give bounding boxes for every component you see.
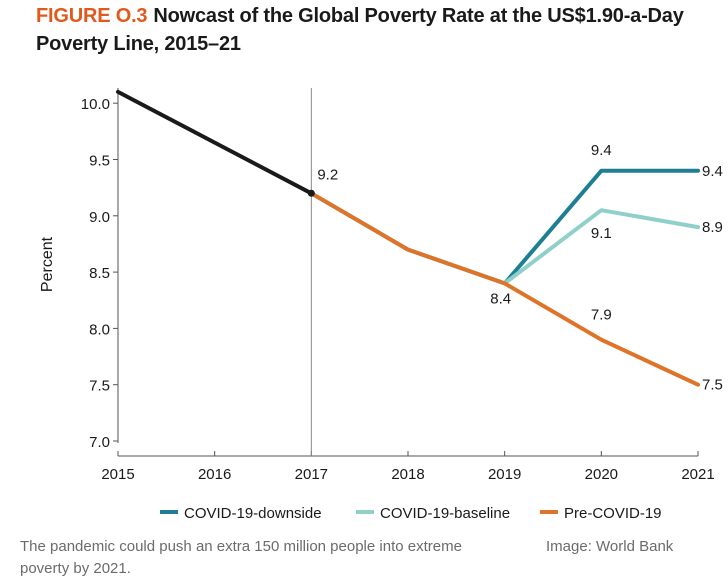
series-line-pre-covid-19	[309, 191, 700, 387]
x-tick-label: 2019	[488, 466, 521, 483]
data-label-pre-covid-19-2020: 7.9	[591, 307, 612, 324]
x-tick-label: 2017	[295, 466, 328, 483]
y-tick-label: 9.0	[89, 209, 110, 226]
legend-label-covid-19-baseline: COVID-19-baseline	[380, 505, 510, 522]
y-axis-label: Percent	[39, 236, 56, 292]
series-line-historical	[116, 89, 314, 196]
data-label-covid-19-baseline-2021: 8.9	[702, 219, 723, 236]
data-label-historical-2017: 9.2	[317, 166, 338, 183]
y-tick-label: 9.5	[89, 153, 110, 170]
x-tick-label: 2021	[681, 466, 714, 483]
image-caption: The pandemic could push an extra 150 mil…	[20, 538, 462, 577]
x-tick-label: 2015	[101, 466, 134, 483]
figure-label: FIGURE O.3	[36, 5, 148, 27]
y-tick-label: 7.0	[89, 434, 110, 451]
x-tick-label: 2016	[198, 466, 231, 483]
data-label-pre-covid-19-2021: 7.5	[702, 377, 723, 394]
y-tick-label: 10.0	[81, 96, 110, 113]
data-label-pre-covid-19-2019: 8.4	[490, 290, 511, 307]
y-tick-label: 7.5	[89, 378, 110, 395]
figure-title: Nowcast of the Global Poverty Rate at th…	[36, 5, 684, 55]
x-tick-label: 2020	[585, 466, 618, 483]
series-line-covid-19-baseline	[309, 191, 700, 286]
legend-label-covid-19-downside: COVID-19-downside	[184, 505, 322, 522]
figure-header: FIGURE O.3 Nowcast of the Global Poverty …	[36, 2, 726, 58]
data-label-covid-19-downside-2021: 9.4	[702, 163, 723, 180]
x-tick-label: 2018	[391, 466, 424, 483]
y-tick-label: 8.0	[89, 321, 110, 338]
y-tick-label: 8.5	[89, 265, 110, 282]
legend-label-pre-covid-19: Pre-COVID-19	[564, 505, 662, 522]
projection-start-marker	[307, 189, 315, 197]
data-label-covid-19-downside-2020: 9.4	[591, 142, 612, 159]
image-credit: Image: World Bank	[546, 538, 674, 555]
data-label-covid-19-baseline-2020: 9.1	[591, 225, 612, 242]
